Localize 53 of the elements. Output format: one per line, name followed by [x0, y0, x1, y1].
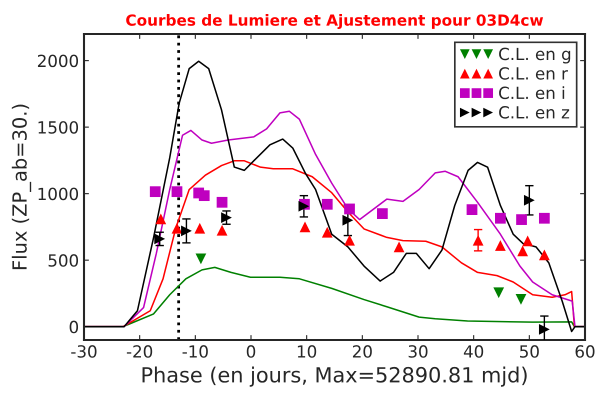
point — [495, 240, 506, 251]
point — [376, 208, 388, 219]
x-tick-label: 20 — [352, 345, 372, 358]
point — [322, 198, 333, 210]
legend-label: C.L. en r — [499, 67, 568, 80]
x-tick-label: -30 — [71, 345, 97, 358]
point — [322, 226, 333, 238]
point — [466, 204, 478, 215]
point — [181, 226, 192, 236]
point — [198, 190, 210, 202]
y-tick-label: 1500 — [38, 121, 78, 134]
point — [194, 222, 206, 234]
x-axis-title: Phase (en jours, Max=52890.81 mjd) — [142, 366, 527, 387]
point — [538, 324, 550, 335]
point — [394, 241, 404, 252]
x-tick-label: 0 — [246, 345, 256, 358]
x-tick-label: -10 — [182, 345, 208, 358]
point — [216, 196, 228, 208]
point — [172, 186, 182, 198]
point — [344, 204, 355, 214]
y-tick-label: 2000 — [38, 54, 78, 68]
point — [150, 186, 161, 198]
x-tick-label: 50 — [520, 345, 539, 358]
point — [524, 194, 535, 206]
point — [517, 245, 528, 256]
point — [342, 214, 354, 226]
x-tick-label: 40 — [464, 345, 484, 358]
point — [522, 236, 534, 246]
legend-label: C.L. en z — [499, 106, 570, 119]
point — [196, 253, 206, 264]
x-tick-label: 10 — [298, 345, 316, 358]
point — [172, 222, 182, 234]
point — [516, 294, 526, 305]
x-tick-label: 30 — [408, 345, 428, 358]
y-tick-label: 0 — [70, 320, 78, 334]
y-tick-label: 1000 — [38, 188, 78, 200]
point — [538, 212, 550, 224]
point — [516, 214, 527, 225]
y-axis-title: Flux (ZP_ab=30.) — [12, 104, 32, 270]
point — [216, 224, 228, 236]
point — [495, 212, 506, 224]
point — [472, 234, 484, 246]
y-tick-label: 500 — [48, 254, 78, 267]
chart-title: Courbes de Lumiere et Ajustement pour 03D4cw — [126, 14, 544, 29]
point — [300, 222, 310, 232]
point — [538, 249, 550, 260]
legend-label: C.L. en i — [499, 86, 564, 100]
point — [344, 234, 355, 246]
x-tick-label: -20 — [126, 345, 152, 358]
x-tick-label: 60 — [576, 345, 594, 358]
point — [155, 214, 166, 224]
legend-label: C.L. en g — [499, 48, 570, 64]
point — [493, 287, 504, 298]
